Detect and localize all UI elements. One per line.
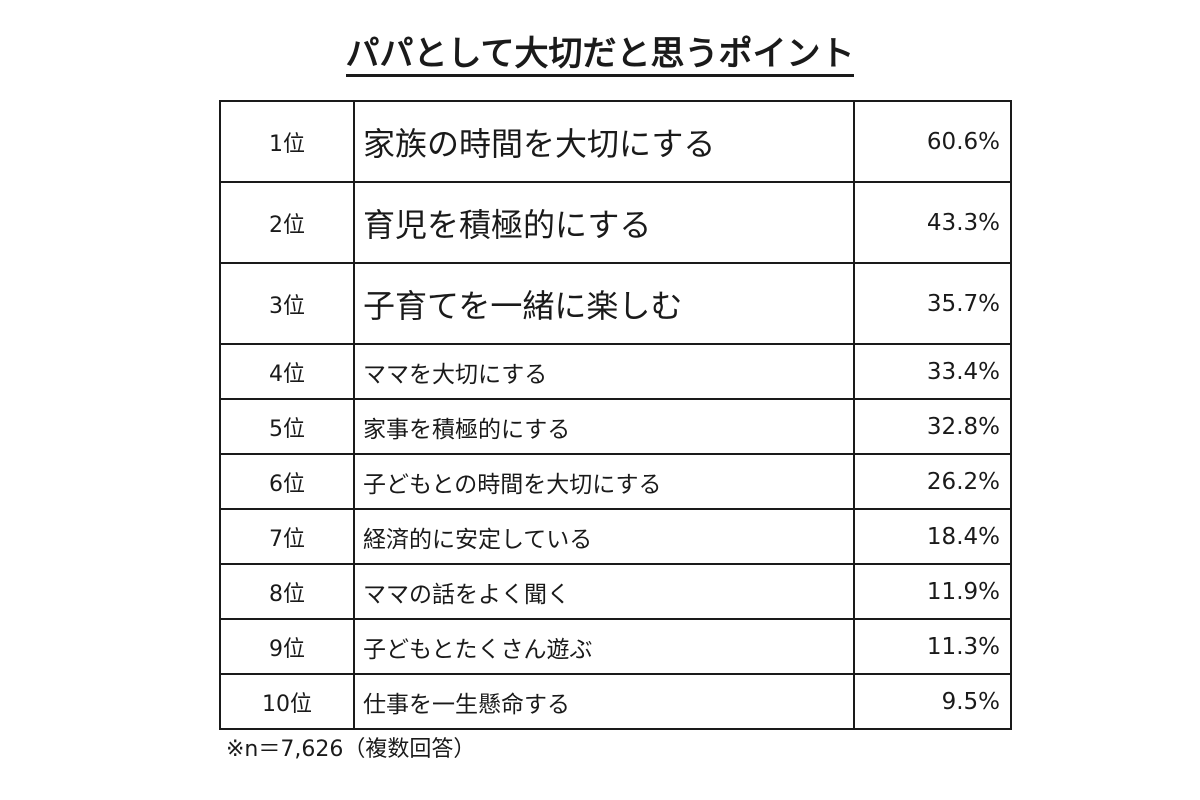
rank-cell: 6位 bbox=[219, 453, 355, 510]
rank-cell: 9位 bbox=[219, 618, 355, 675]
rank-cell: 1位 bbox=[219, 100, 355, 183]
item-label-cell: ママを大切にする bbox=[353, 343, 855, 400]
table-row: 7位 経済的に安定している 18.4% bbox=[219, 508, 1012, 565]
percentage-cell: 32.8% bbox=[853, 398, 1012, 455]
table-row: 3位 子育てを一緒に楽しむ 35.7% bbox=[219, 262, 1012, 345]
percentage-cell: 9.5% bbox=[853, 673, 1012, 730]
table-row: 2位 育児を積極的にする 43.3% bbox=[219, 181, 1012, 264]
table-row: 4位 ママを大切にする 33.4% bbox=[219, 343, 1012, 400]
percentage-cell: 43.3% bbox=[853, 181, 1012, 264]
percentage-cell: 60.6% bbox=[853, 100, 1012, 183]
item-label-cell: 子育てを一緒に楽しむ bbox=[353, 262, 855, 345]
table-row: 9位 子どもとたくさん遊ぶ 11.3% bbox=[219, 618, 1012, 675]
item-label-cell: 子どもとたくさん遊ぶ bbox=[353, 618, 855, 675]
item-label-cell: 子どもとの時間を大切にする bbox=[353, 453, 855, 510]
table-row: 1位 家族の時間を大切にする 60.6% bbox=[219, 100, 1012, 183]
table-row: 8位 ママの話をよく聞く 11.9% bbox=[219, 563, 1012, 620]
table-row: 6位 子どもとの時間を大切にする 26.2% bbox=[219, 453, 1012, 510]
percentage-cell: 18.4% bbox=[853, 508, 1012, 565]
table-row: 10位 仕事を一生懸命する 9.5% bbox=[219, 673, 1012, 730]
item-label-cell: 仕事を一生懸命する bbox=[353, 673, 855, 730]
percentage-cell: 35.7% bbox=[853, 262, 1012, 345]
rank-cell: 8位 bbox=[219, 563, 355, 620]
percentage-cell: 11.3% bbox=[853, 618, 1012, 675]
rank-cell: 7位 bbox=[219, 508, 355, 565]
item-label-cell: 家事を積極的にする bbox=[353, 398, 855, 455]
chart-title-text: パパとして大切だと思うポイント bbox=[345, 34, 855, 77]
percentage-cell: 11.9% bbox=[853, 563, 1012, 620]
chart-title: パパとして大切だと思うポイント bbox=[0, 32, 1200, 77]
item-label-cell: 育児を積極的にする bbox=[353, 181, 855, 264]
sample-size-note: ※n＝7,626（複数回答） bbox=[226, 737, 476, 762]
percentage-cell: 26.2% bbox=[853, 453, 1012, 510]
rank-cell: 2位 bbox=[219, 181, 355, 264]
ranking-table: 1位 家族の時間を大切にする 60.6% 2位 育児を積極的にする 43.3% … bbox=[219, 100, 1012, 730]
item-label-cell: 経済的に安定している bbox=[353, 508, 855, 565]
rank-cell: 5位 bbox=[219, 398, 355, 455]
percentage-cell: 33.4% bbox=[853, 343, 1012, 400]
table-row: 5位 家事を積極的にする 32.8% bbox=[219, 398, 1012, 455]
rank-cell: 3位 bbox=[219, 262, 355, 345]
rank-cell: 10位 bbox=[219, 673, 355, 730]
rank-cell: 4位 bbox=[219, 343, 355, 400]
item-label-cell: ママの話をよく聞く bbox=[353, 563, 855, 620]
item-label-cell: 家族の時間を大切にする bbox=[353, 100, 855, 183]
